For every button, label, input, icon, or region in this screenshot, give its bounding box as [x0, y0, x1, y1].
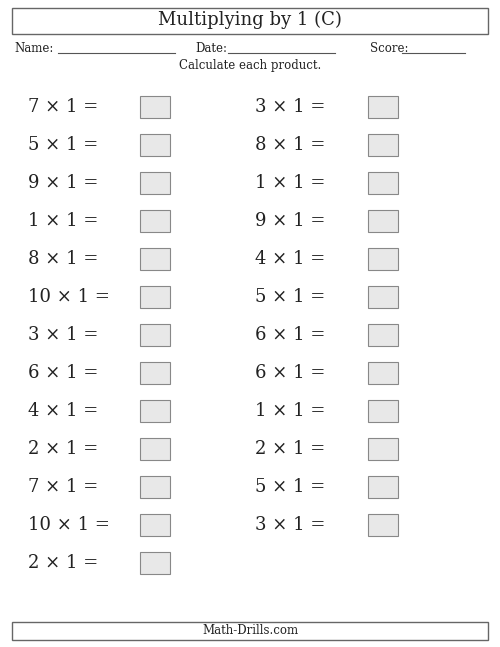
- Bar: [12, 8, 488, 34]
- Bar: [368, 172, 398, 194]
- Text: 3 × 1 =: 3 × 1 =: [28, 326, 98, 344]
- Text: Name:: Name:: [14, 41, 54, 54]
- Text: 5 × 1 =: 5 × 1 =: [255, 288, 325, 306]
- Bar: [140, 362, 170, 384]
- Text: 1 × 1 =: 1 × 1 =: [28, 212, 98, 230]
- Bar: [140, 134, 170, 156]
- Text: 7 × 1 =: 7 × 1 =: [28, 98, 98, 116]
- Bar: [140, 210, 170, 232]
- Text: 6 × 1 =: 6 × 1 =: [255, 326, 326, 344]
- Text: 2 × 1 =: 2 × 1 =: [28, 440, 98, 458]
- Text: 9 × 1 =: 9 × 1 =: [255, 212, 326, 230]
- Text: 10 × 1 =: 10 × 1 =: [28, 516, 110, 534]
- Bar: [140, 324, 170, 346]
- Bar: [368, 476, 398, 498]
- Bar: [140, 172, 170, 194]
- Text: Date:: Date:: [195, 41, 227, 54]
- Text: 3 × 1 =: 3 × 1 =: [255, 516, 326, 534]
- Bar: [368, 400, 398, 422]
- Text: 2 × 1 =: 2 × 1 =: [255, 440, 325, 458]
- Text: 1 × 1 =: 1 × 1 =: [255, 174, 326, 192]
- Text: 6 × 1 =: 6 × 1 =: [28, 364, 98, 382]
- Text: 7 × 1 =: 7 × 1 =: [28, 478, 98, 496]
- Bar: [140, 438, 170, 460]
- Bar: [140, 552, 170, 574]
- Bar: [368, 286, 398, 308]
- Text: 8 × 1 =: 8 × 1 =: [255, 136, 326, 154]
- Text: 5 × 1 =: 5 × 1 =: [28, 136, 98, 154]
- Text: 9 × 1 =: 9 × 1 =: [28, 174, 98, 192]
- Bar: [140, 96, 170, 118]
- Bar: [368, 324, 398, 346]
- Bar: [140, 248, 170, 270]
- Text: 1 × 1 =: 1 × 1 =: [255, 402, 326, 420]
- Text: 6 × 1 =: 6 × 1 =: [255, 364, 326, 382]
- Bar: [140, 400, 170, 422]
- Text: 10 × 1 =: 10 × 1 =: [28, 288, 110, 306]
- Text: 8 × 1 =: 8 × 1 =: [28, 250, 98, 268]
- Bar: [368, 362, 398, 384]
- Text: 4 × 1 =: 4 × 1 =: [255, 250, 325, 268]
- Text: Calculate each product.: Calculate each product.: [179, 60, 321, 72]
- Text: Multiplying by 1 (C): Multiplying by 1 (C): [158, 11, 342, 29]
- Text: 5 × 1 =: 5 × 1 =: [255, 478, 325, 496]
- Bar: [368, 438, 398, 460]
- Bar: [368, 96, 398, 118]
- Text: 3 × 1 =: 3 × 1 =: [255, 98, 326, 116]
- Bar: [368, 210, 398, 232]
- Text: Math-Drills.com: Math-Drills.com: [202, 624, 298, 637]
- Bar: [368, 514, 398, 536]
- Bar: [368, 248, 398, 270]
- Text: Score:: Score:: [370, 41, 408, 54]
- Bar: [140, 286, 170, 308]
- Bar: [368, 134, 398, 156]
- Text: 2 × 1 =: 2 × 1 =: [28, 554, 98, 572]
- Text: 4 × 1 =: 4 × 1 =: [28, 402, 98, 420]
- Bar: [12, 622, 488, 640]
- Bar: [140, 514, 170, 536]
- Bar: [140, 476, 170, 498]
